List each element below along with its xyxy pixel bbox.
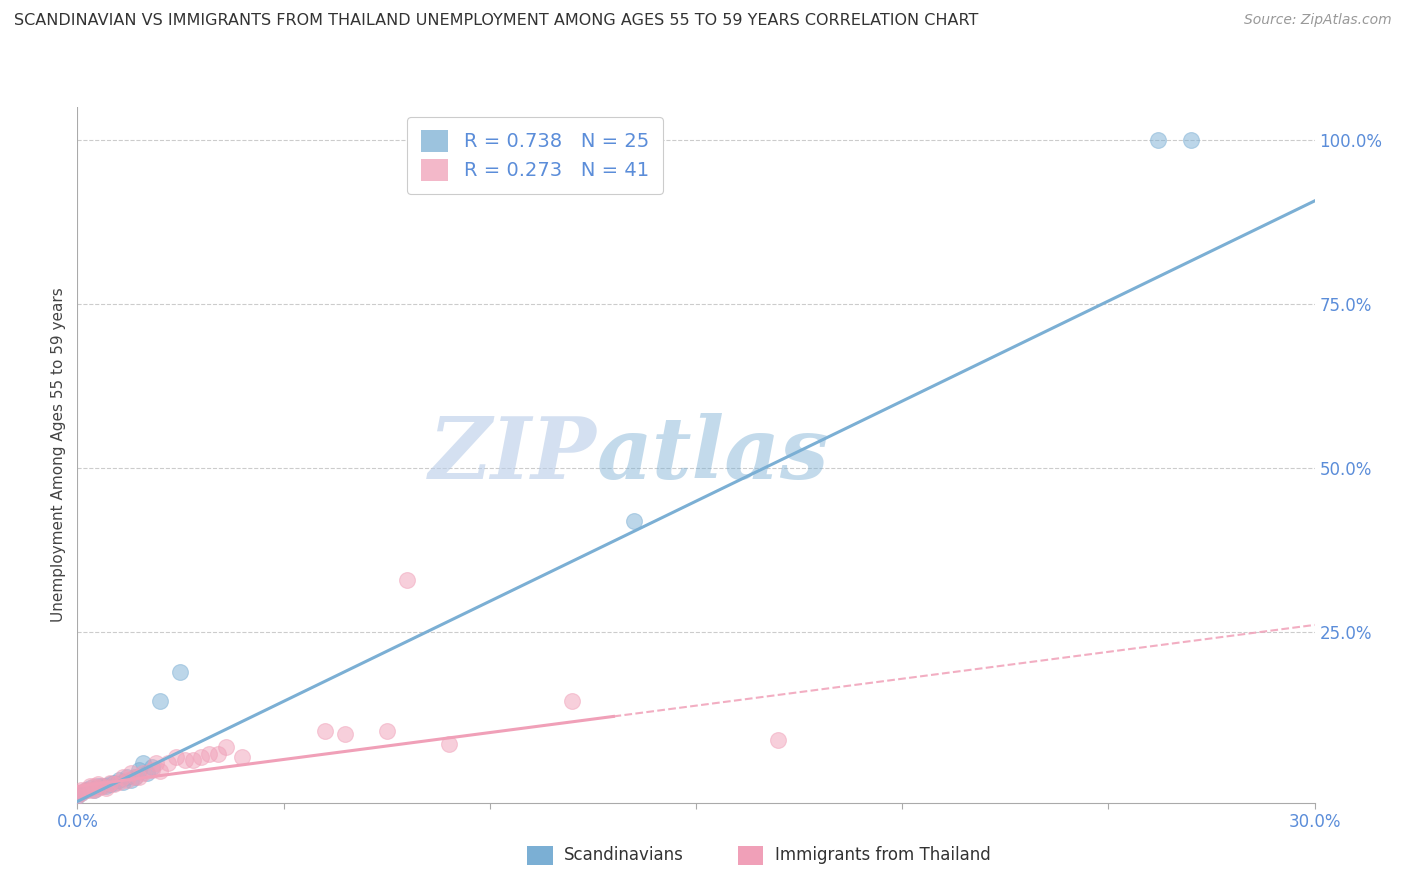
- Point: [141, 760, 163, 774]
- Point: [198, 747, 221, 761]
- Point: [87, 780, 110, 794]
- Point: [96, 780, 118, 794]
- Point: [103, 777, 125, 791]
- Point: [83, 782, 105, 797]
- Point: [111, 770, 134, 784]
- Point: [83, 780, 105, 794]
- Point: [181, 753, 204, 767]
- Point: [115, 772, 138, 787]
- Point: [66, 789, 89, 804]
- Point: [79, 780, 101, 794]
- Point: [136, 766, 159, 780]
- Point: [1180, 133, 1202, 147]
- Point: [79, 781, 101, 796]
- Point: [66, 786, 89, 800]
- Text: ZIP: ZIP: [429, 413, 598, 497]
- Point: [87, 781, 110, 796]
- Point: [83, 782, 105, 797]
- Point: [149, 694, 172, 708]
- Point: [165, 749, 187, 764]
- Y-axis label: Unemployment Among Ages 55 to 59 years: Unemployment Among Ages 55 to 59 years: [51, 287, 66, 623]
- Point: [149, 764, 172, 779]
- Point: [111, 774, 134, 789]
- Point: [314, 723, 336, 738]
- Point: [91, 780, 114, 794]
- Point: [128, 763, 150, 777]
- Point: [173, 753, 195, 767]
- Point: [190, 749, 212, 764]
- Legend: R = 0.738   N = 25, R = 0.273   N = 41: R = 0.738 N = 25, R = 0.273 N = 41: [408, 117, 662, 194]
- Point: [79, 782, 101, 797]
- Point: [124, 770, 146, 784]
- Point: [207, 747, 229, 761]
- Point: [375, 723, 398, 738]
- Point: [103, 776, 125, 790]
- Point: [124, 770, 146, 784]
- Point: [120, 772, 142, 787]
- Text: Source: ZipAtlas.com: Source: ZipAtlas.com: [1244, 13, 1392, 28]
- Point: [115, 770, 138, 784]
- Point: [91, 780, 114, 794]
- Point: [231, 749, 253, 764]
- Point: [66, 786, 89, 800]
- Point: [215, 739, 238, 754]
- Point: [623, 514, 645, 528]
- Point: [169, 665, 191, 679]
- Point: [141, 763, 163, 777]
- Point: [145, 756, 167, 771]
- Point: [120, 766, 142, 780]
- Text: SCANDINAVIAN VS IMMIGRANTS FROM THAILAND UNEMPLOYMENT AMONG AGES 55 TO 59 YEARS : SCANDINAVIAN VS IMMIGRANTS FROM THAILAND…: [14, 13, 979, 29]
- Point: [107, 772, 129, 787]
- Point: [70, 782, 93, 797]
- Point: [98, 777, 121, 791]
- Text: atlas: atlas: [598, 413, 830, 497]
- Point: [66, 789, 89, 804]
- Point: [768, 733, 790, 747]
- Point: [437, 737, 460, 751]
- Text: Scandinavians: Scandinavians: [564, 847, 683, 864]
- Point: [1147, 133, 1170, 147]
- Point: [87, 777, 110, 791]
- Text: Immigrants from Thailand: Immigrants from Thailand: [775, 847, 990, 864]
- Point: [128, 770, 150, 784]
- Point: [396, 573, 419, 587]
- Point: [96, 781, 118, 796]
- Point: [75, 782, 97, 797]
- Point: [561, 694, 583, 708]
- Point: [75, 782, 97, 797]
- Point: [132, 756, 155, 771]
- Point: [107, 774, 129, 789]
- Point: [132, 766, 155, 780]
- Point: [70, 786, 93, 800]
- Point: [157, 756, 180, 771]
- Point: [70, 786, 93, 800]
- Point: [98, 776, 121, 790]
- Point: [335, 727, 357, 741]
